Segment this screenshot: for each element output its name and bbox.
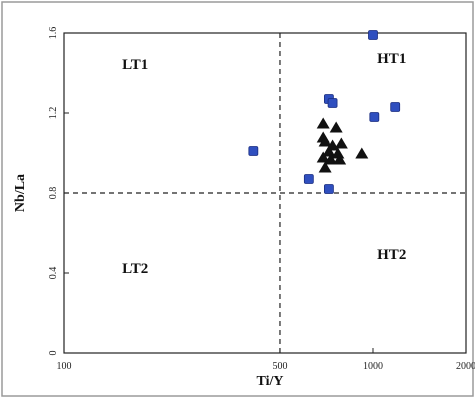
data-point-triangle <box>324 153 338 165</box>
y-tick-label: 1.2 <box>48 107 59 120</box>
y-tick-label: 1.6 <box>48 27 59 40</box>
x-tick-label: 100 <box>57 361 72 372</box>
data-point-triangle <box>333 153 347 165</box>
data-point-triangle <box>331 147 345 159</box>
region-label-lt1: LT1 <box>122 57 148 73</box>
data-point-triangle <box>329 121 343 133</box>
region-label-ht1: HT1 <box>377 51 406 67</box>
y-axis-title: Nb/La <box>13 174 28 212</box>
data-point-square <box>390 102 401 112</box>
data-point-triangle <box>316 151 330 163</box>
data-point-square <box>327 98 338 108</box>
data-point-triangle <box>318 135 332 147</box>
region-label-lt2: LT2 <box>122 261 148 277</box>
data-point-triangle <box>318 161 332 173</box>
data-point-square <box>368 30 378 40</box>
data-point-triangle <box>316 117 330 129</box>
axis-ticks: 100 500 1000 2000 0 0.4 0.8 1.2 1.6 <box>48 27 475 372</box>
region-label-ht2: HT2 <box>377 247 406 263</box>
y-tick-label: 0 <box>48 351 59 356</box>
data-point-square <box>248 146 259 156</box>
x-tick-label: 1000 <box>363 361 383 372</box>
x-tick-label: 2000 <box>456 361 475 372</box>
data-point-triangle <box>355 147 369 159</box>
data-point-triangle <box>334 137 348 149</box>
region-labels: LT1 HT1 LT2 HT2 <box>122 51 406 277</box>
data-points <box>248 30 401 194</box>
region-dividers <box>64 33 466 353</box>
y-tick-label: 0.8 <box>48 187 59 200</box>
data-point-square <box>369 112 380 122</box>
y-tick-label: 0.4 <box>48 267 59 280</box>
data-point-triangle <box>322 145 336 157</box>
data-point-square <box>324 184 334 194</box>
data-point-square <box>303 174 314 184</box>
x-axis-title: Ti/Y <box>257 374 284 389</box>
x-tick-label: 500 <box>272 361 287 372</box>
